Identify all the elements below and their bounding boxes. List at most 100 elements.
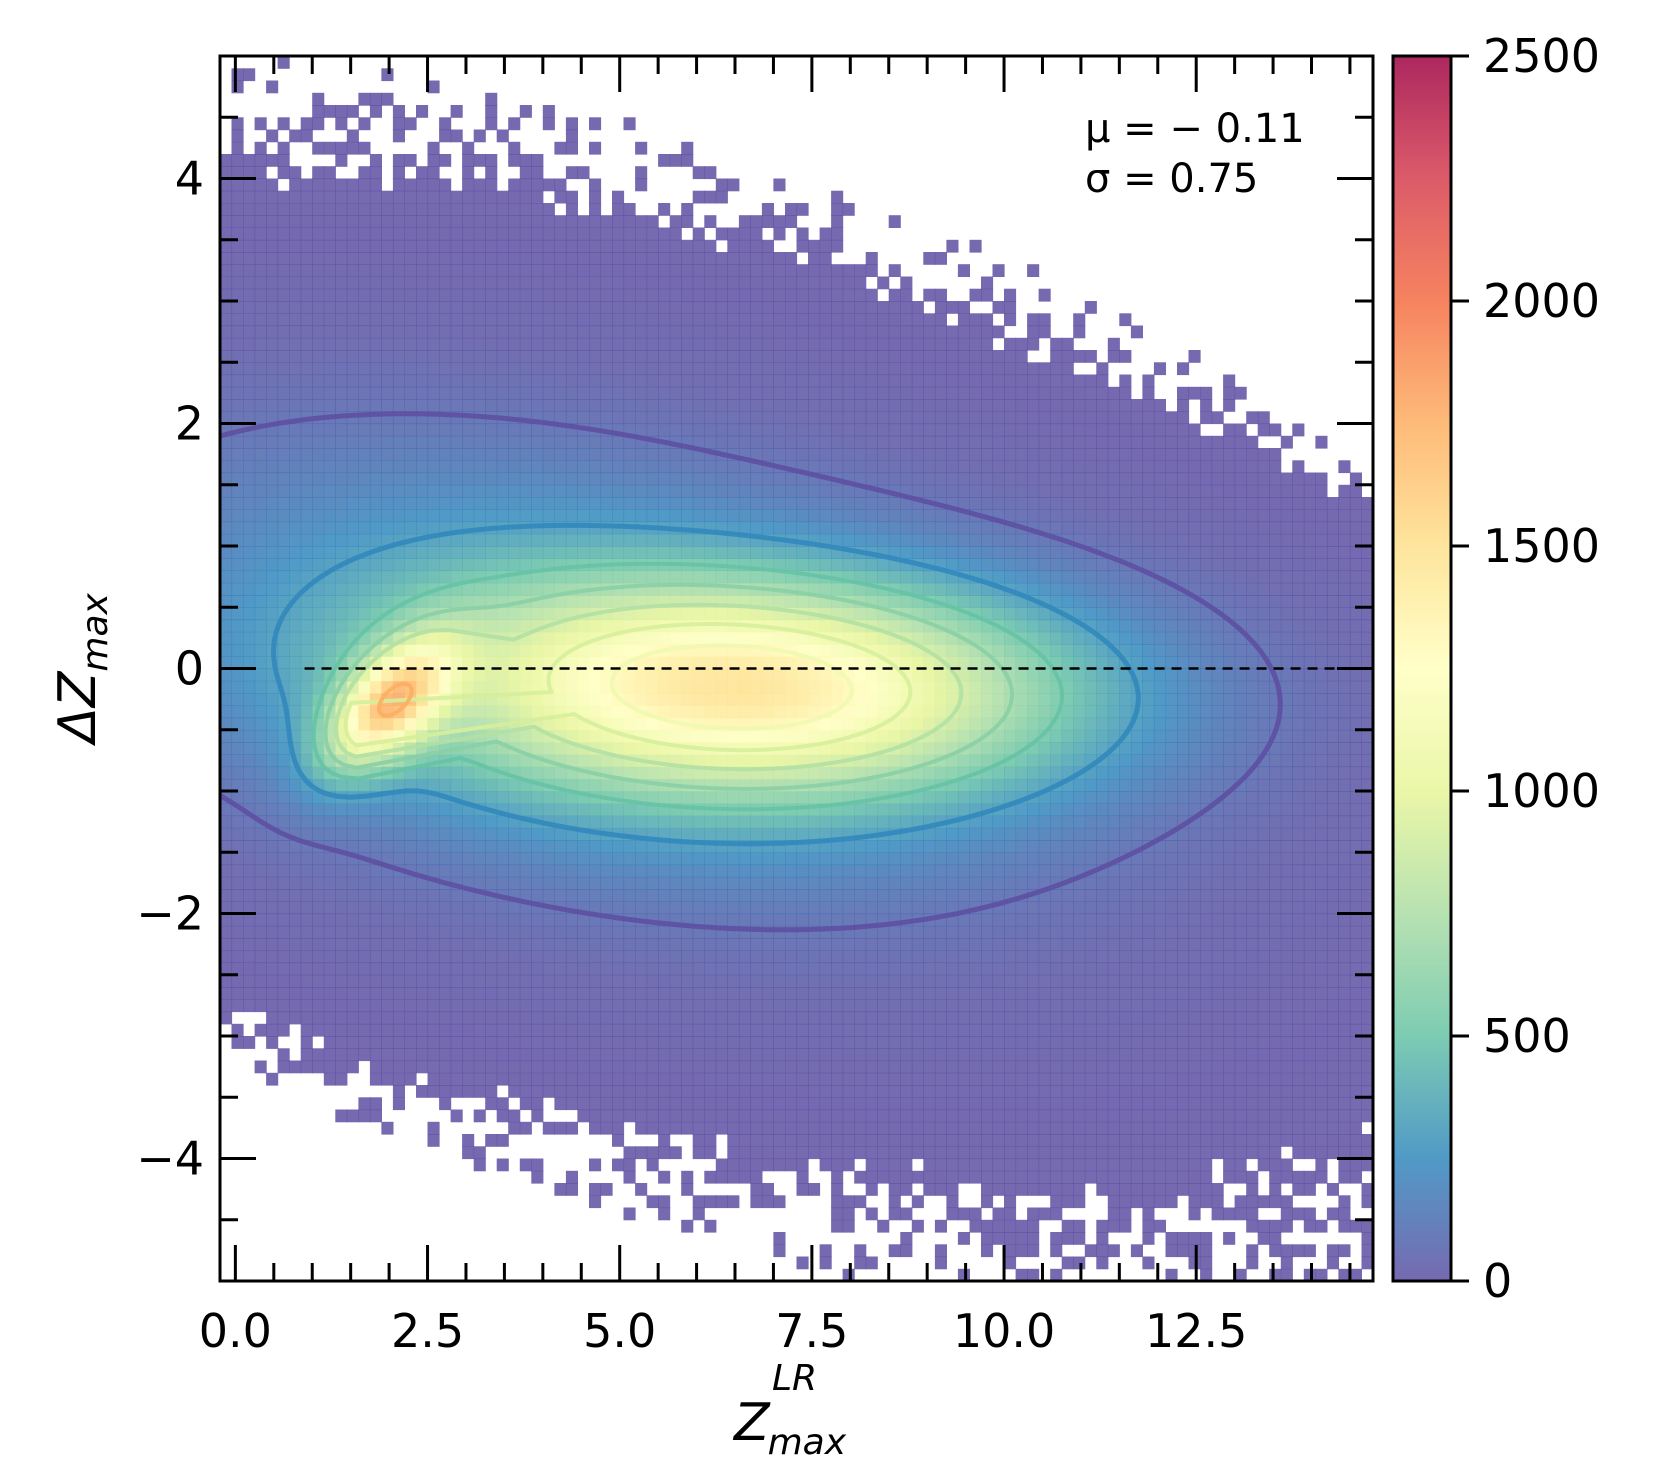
heatmap-cell [508,215,521,228]
heatmap-cell [519,876,532,890]
heatmap-cell [589,950,602,964]
heatmap-cell [404,876,417,890]
heatmap-cell [346,778,359,792]
heatmap-cell [854,276,867,290]
heatmap-cell [692,1036,705,1049]
heatmap-cell [727,411,740,425]
heatmap-cell [392,337,405,351]
heatmap-cell [508,497,521,510]
heatmap-cell [612,435,625,449]
heatmap-cell [381,1121,394,1135]
heatmap-cell [946,693,959,706]
heatmap-cell [450,570,463,584]
heatmap-cell [577,693,590,706]
heatmap-cell [220,987,233,1000]
heatmap-cell [877,423,890,437]
heatmap-cell [692,1023,705,1037]
heatmap-cell [243,987,256,1000]
heatmap-cell [750,607,763,621]
heatmap-cell [669,1146,682,1160]
heatmap-cell [646,301,659,314]
heatmap-cell [554,239,567,253]
heatmap-cell [369,521,382,535]
heatmap-cell [819,558,832,572]
heatmap-cell [254,619,267,633]
heatmap-cell [508,864,521,878]
heatmap-cell [531,325,544,339]
heatmap-cell [831,1219,844,1233]
heatmap-cell [612,374,625,388]
heatmap-cell [519,288,532,302]
heatmap-cell [808,448,821,461]
heatmap-cell [796,1134,809,1147]
heatmap-cell [266,754,279,768]
heatmap-cell [704,1121,717,1135]
heatmap-cell [300,938,313,951]
heatmap-cell [658,448,671,461]
heatmap-cell [681,1183,694,1196]
heatmap-cell [508,913,521,927]
heatmap-cell [819,460,832,474]
heatmap-cell [542,276,555,290]
heatmap-cell [635,607,648,621]
heatmap-cell [312,448,325,461]
heatmap-cell [416,509,429,523]
heatmap-cell [577,803,590,817]
heatmap-cell [485,950,498,964]
heatmap-cell [738,264,751,277]
heatmap-cell [554,1036,567,1049]
heatmap-cell [508,558,521,572]
heatmap-cell [220,472,233,486]
heatmap-cell [335,276,348,290]
heatmap-cell [439,154,452,167]
heatmap-cell [427,864,440,878]
heatmap-cell [946,337,959,351]
heatmap-cell [761,399,774,412]
heatmap-cell [300,1036,313,1049]
heatmap-cell [646,215,659,228]
heatmap-cell [761,1085,774,1098]
heatmap-cell [565,987,578,1000]
heatmap-cell [531,423,544,437]
heatmap-cell [589,374,602,388]
heatmap-cell [854,1170,867,1184]
heatmap-cell [577,166,590,180]
heatmap-cell [508,374,521,388]
heatmap-cell [381,582,394,596]
heatmap-cell [612,1121,625,1135]
heatmap-cell [508,962,521,976]
heatmap-cell [542,582,555,596]
heatmap-cell [266,386,279,400]
heatmap-cell [381,925,394,939]
heatmap-cell [623,987,636,1000]
heatmap-cell [289,619,302,633]
heatmap-cell [427,631,440,645]
heatmap-cell [704,693,717,706]
heatmap-cell [715,1109,728,1123]
heatmap-cell [496,448,509,461]
heatmap-cell [381,1036,394,1049]
heatmap-cell [439,1023,452,1037]
heatmap-cell [773,313,786,327]
heatmap-cell [462,950,475,964]
heatmap-cell [531,1097,544,1111]
heatmap-cell [911,974,924,988]
heatmap-cell [404,252,417,265]
heatmap-cell [669,864,682,878]
heatmap-cell [439,484,452,498]
heatmap-cell [392,815,405,829]
heatmap-cell [220,264,233,277]
heatmap-cell [577,325,590,339]
heatmap-cell [531,1060,544,1074]
heatmap-cell [358,337,371,351]
heatmap-cell [531,1158,544,1172]
heatmap-cell [531,938,544,951]
heatmap-cell [819,411,832,425]
heatmap-cell [877,411,890,425]
heatmap-cell [220,570,233,584]
heatmap-cell [289,509,302,523]
heatmap-cell [692,276,705,290]
heatmap-cell [681,925,694,939]
heatmap-cell [750,350,763,363]
heatmap-cell [519,1072,532,1086]
